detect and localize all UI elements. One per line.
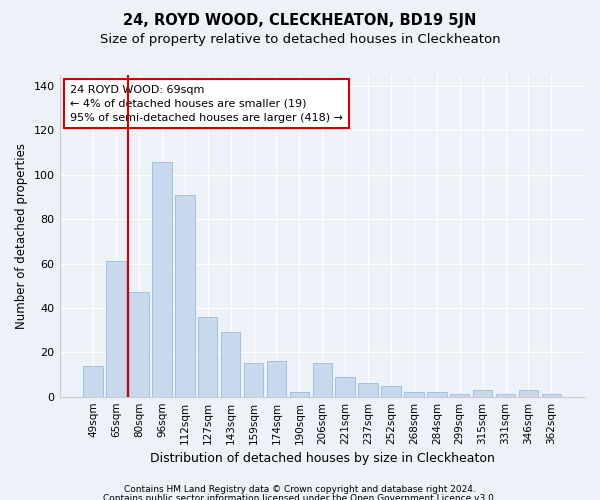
Bar — [290, 392, 309, 396]
Text: Size of property relative to detached houses in Cleckheaton: Size of property relative to detached ho… — [100, 32, 500, 46]
X-axis label: Distribution of detached houses by size in Cleckheaton: Distribution of detached houses by size … — [150, 452, 495, 465]
Bar — [129, 292, 149, 397]
Bar — [244, 364, 263, 396]
Bar — [404, 392, 424, 396]
Bar — [450, 394, 469, 396]
Bar — [542, 394, 561, 396]
Text: 24, ROYD WOOD, CLECKHEATON, BD19 5JN: 24, ROYD WOOD, CLECKHEATON, BD19 5JN — [124, 12, 476, 28]
Bar — [152, 162, 172, 396]
Bar — [106, 262, 126, 396]
Bar — [221, 332, 241, 396]
Bar — [496, 394, 515, 396]
Text: Contains HM Land Registry data © Crown copyright and database right 2024.: Contains HM Land Registry data © Crown c… — [124, 485, 476, 494]
Bar — [267, 361, 286, 396]
Bar — [358, 384, 378, 396]
Bar — [198, 317, 217, 396]
Text: 24 ROYD WOOD: 69sqm
← 4% of detached houses are smaller (19)
95% of semi-detache: 24 ROYD WOOD: 69sqm ← 4% of detached hou… — [70, 84, 343, 122]
Bar — [83, 366, 103, 396]
Bar — [175, 195, 194, 396]
Bar — [473, 390, 493, 396]
Bar — [427, 392, 446, 396]
Text: Contains public sector information licensed under the Open Government Licence v3: Contains public sector information licen… — [103, 494, 497, 500]
Bar — [335, 376, 355, 396]
Bar — [313, 364, 332, 396]
Bar — [519, 390, 538, 396]
Bar — [381, 386, 401, 396]
Y-axis label: Number of detached properties: Number of detached properties — [15, 143, 28, 329]
